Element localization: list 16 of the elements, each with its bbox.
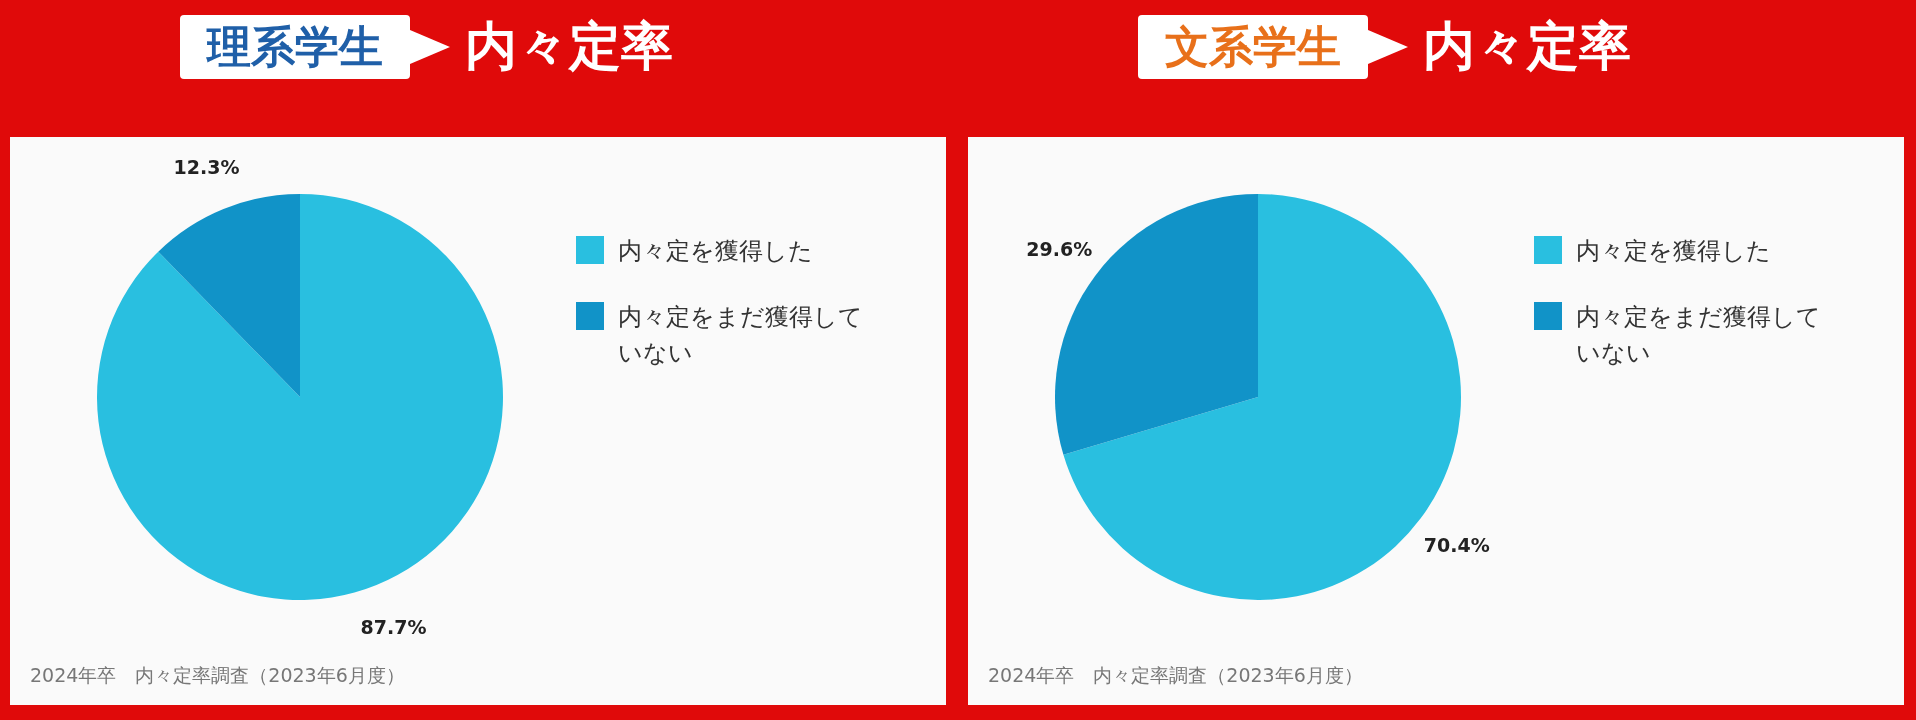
pie-slice: [158, 194, 300, 397]
text: 2024年卒 内々定率調査（2023年6月度）: [988, 664, 1363, 686]
data-label: 87.7%: [360, 615, 427, 638]
data-label: 12.3%: [173, 156, 240, 179]
text: 2024年卒 内々定率調査（2023年6月度）: [30, 664, 405, 686]
data-label: 70.4%: [1423, 534, 1490, 557]
legend-label: 内々定をまだ獲得していない: [1576, 303, 1821, 367]
pie-slice: [97, 194, 503, 600]
legend-label: 内々定を獲得した: [1576, 237, 1771, 265]
chart-title: 理系学生: [205, 21, 383, 72]
data-label: 29.6%: [1026, 237, 1093, 260]
chart-title: 文系学生: [1165, 21, 1341, 72]
chart-subtitle: 内々定率: [465, 16, 673, 76]
chart-subtitle: 内々定率: [1423, 16, 1631, 76]
legend-label: 内々定をまだ獲得していない: [618, 303, 863, 367]
legend-label: 内々定を獲得した: [618, 237, 813, 265]
